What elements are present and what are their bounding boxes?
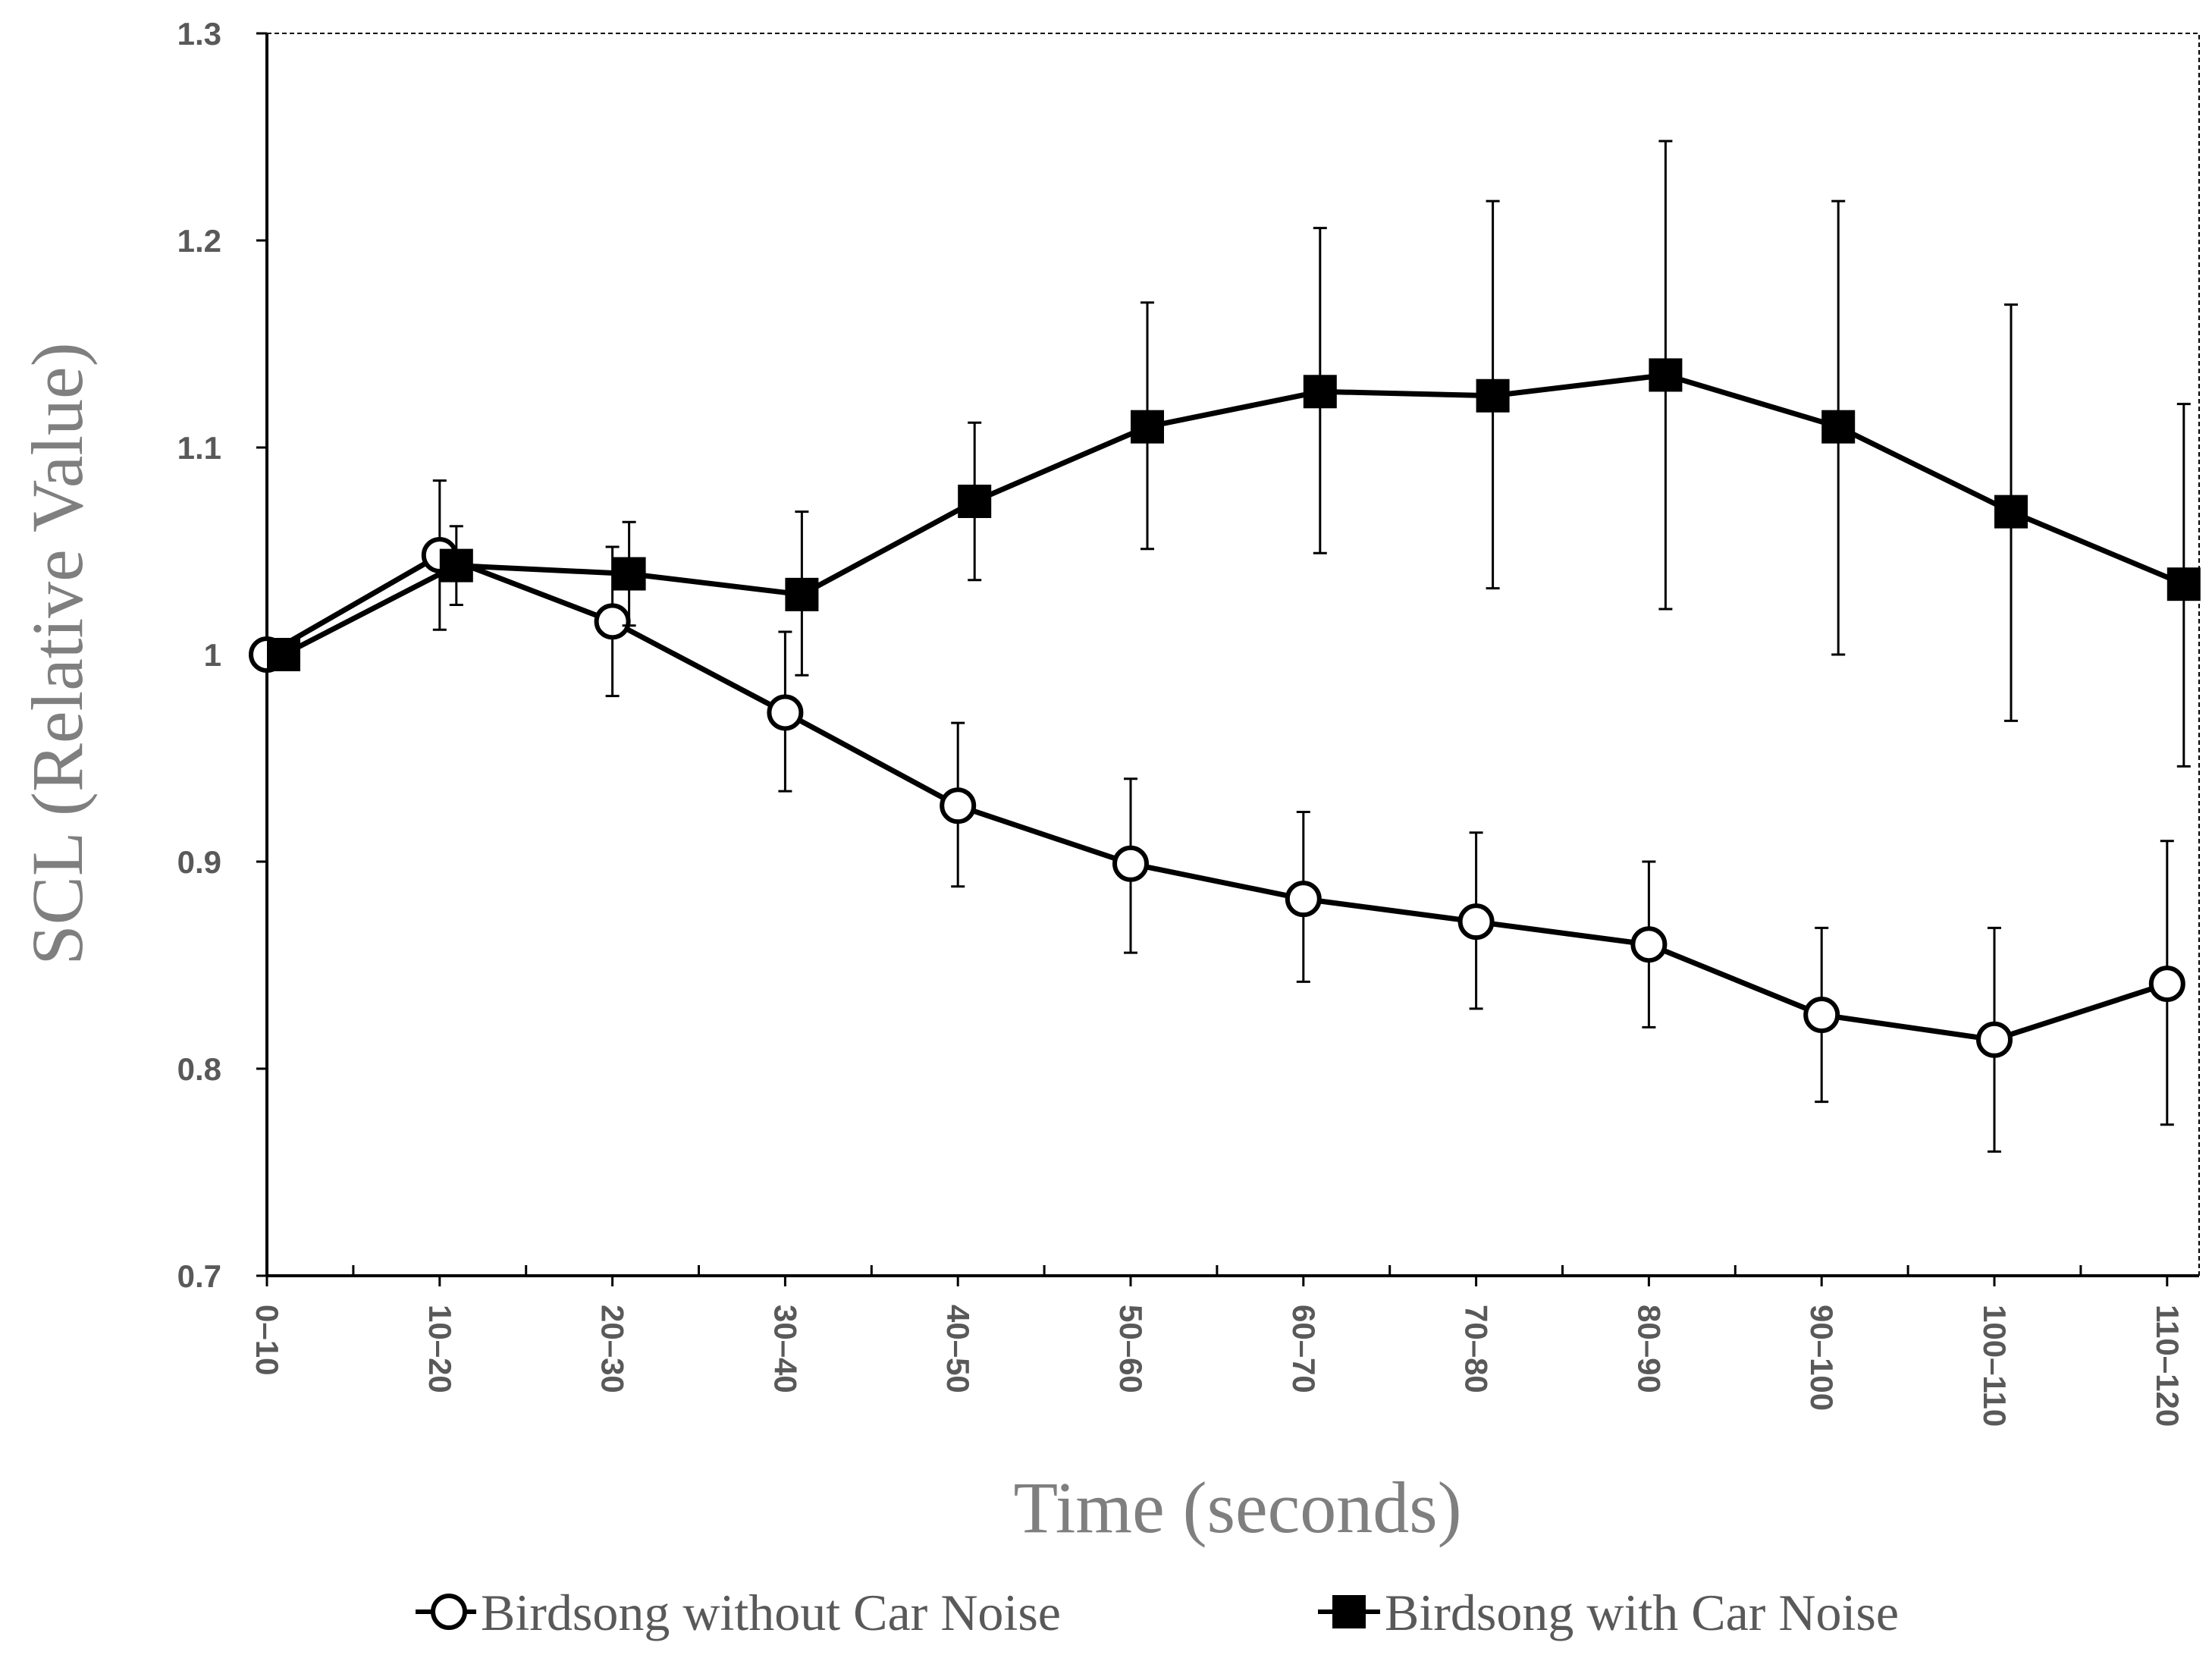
plot-area <box>266 33 2200 1277</box>
series-birdsong-without-car-noise <box>249 479 2185 1153</box>
data-point <box>940 787 977 824</box>
y-axis-ticks: 0.7 0.8 0.9 1 1.1 1.2 1.3 <box>177 16 267 1294</box>
legend: Birdsong without Car Noise Birdsong with… <box>416 1584 1899 1641</box>
data-point <box>612 557 646 591</box>
x-tick-label: 30–40 <box>767 1305 803 1393</box>
data-point <box>1803 997 1840 1034</box>
data-point <box>1821 410 1856 444</box>
data-point <box>267 638 300 671</box>
data-point <box>1303 375 1337 409</box>
x-tick-label: 40–50 <box>940 1305 976 1393</box>
y-tick-label: 0.8 <box>177 1051 221 1087</box>
y-tick-label: 1.1 <box>177 430 221 466</box>
data-point <box>439 548 473 583</box>
data-point <box>958 484 992 518</box>
series-line <box>265 552 2168 1043</box>
series-line <box>282 372 2185 658</box>
x-tick-label: 20–30 <box>595 1305 631 1393</box>
x-tick-label: 60–70 <box>1286 1305 1322 1393</box>
x-tick-label: 80–90 <box>1631 1305 1667 1393</box>
series-layer <box>249 140 2201 1153</box>
y-tick-label: 1 <box>204 637 221 673</box>
y-tick-label: 1.2 <box>177 223 221 259</box>
data-point <box>785 577 819 611</box>
data-point <box>1112 845 1149 882</box>
data-point <box>1457 903 1495 941</box>
y-tick-label: 0.7 <box>177 1258 221 1294</box>
data-point <box>1285 881 1322 918</box>
x-tick-label: 0–10 <box>249 1305 285 1375</box>
legend-label-birdsong-without-car-noise: Birdsong without Car Noise <box>481 1584 1061 1641</box>
series-birdsong-with-car-noise <box>267 140 2201 768</box>
data-point <box>2148 966 2185 1003</box>
x-tick-label: 110–120 <box>2150 1305 2185 1427</box>
y-tick-label: 1.3 <box>177 16 221 52</box>
x-axis-title: Time (seconds) <box>1013 1467 1461 1548</box>
data-point <box>2167 567 2201 601</box>
y-axis-title: SCL (Relative Value) <box>17 342 98 965</box>
data-point <box>1994 495 2028 529</box>
data-point <box>1649 358 1683 392</box>
data-point <box>1131 410 1164 444</box>
data-point <box>1630 926 1668 963</box>
legend-marker-open-circle <box>431 1594 467 1630</box>
legend-label-birdsong-with-car-noise: Birdsong with Car Noise <box>1385 1584 1899 1641</box>
data-point <box>594 603 631 640</box>
x-tick-label: 50–60 <box>1113 1305 1149 1393</box>
data-point <box>767 694 804 731</box>
x-tick-label: 90–100 <box>1804 1305 1840 1411</box>
x-axis-ticks: 0–10 10–20 20–30 30–40 40–50 50–60 60–70 70–80 8… <box>249 1265 2185 1427</box>
x-tick-label: 10–20 <box>422 1305 458 1393</box>
data-point <box>1976 1021 2013 1058</box>
x-tick-label: 70–80 <box>1459 1305 1495 1393</box>
x-tick-label: 100–110 <box>1977 1305 2013 1427</box>
data-point <box>1476 378 1510 413</box>
legend-marker-filled-square <box>1332 1595 1366 1628</box>
y-tick-label: 0.9 <box>177 844 221 880</box>
